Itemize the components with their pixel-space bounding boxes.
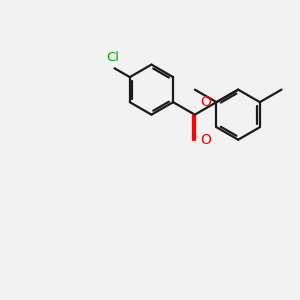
Text: O: O [200, 95, 211, 109]
Text: Cl: Cl [106, 51, 119, 64]
Text: O: O [200, 133, 211, 147]
